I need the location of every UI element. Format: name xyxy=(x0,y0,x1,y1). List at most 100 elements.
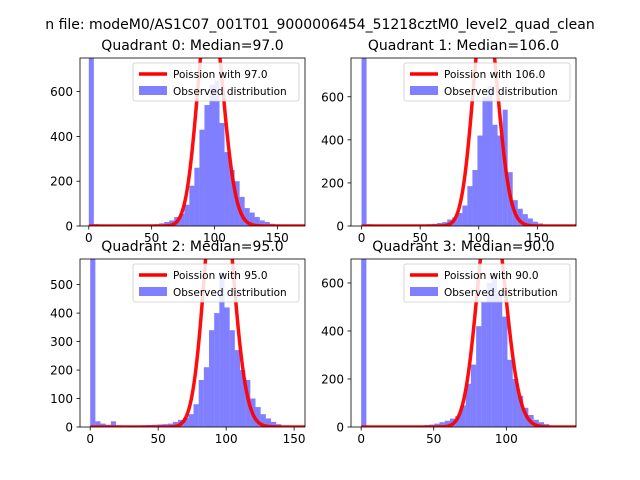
histogram-bar xyxy=(224,307,230,427)
legend: Poission with 90.0 Observed distribution xyxy=(403,263,571,303)
y-tick-label: 100 xyxy=(50,392,73,406)
histogram-bar xyxy=(95,421,101,427)
x-tick-label: 50 xyxy=(144,231,159,245)
histogram-bar xyxy=(179,213,185,226)
figure-suptitle: n file: modeM0/AS1C07_001T01_9000006454_… xyxy=(0,0,640,40)
x-tick-label: 100 xyxy=(495,432,518,446)
histogram-bar xyxy=(183,417,189,427)
legend-hist-label: Observed distribution xyxy=(173,287,287,299)
poisson-fit-line xyxy=(361,259,576,427)
histogram-bar xyxy=(361,259,367,427)
y-tick-label: 400 xyxy=(50,307,73,321)
axes-frame xyxy=(79,57,306,227)
quadrant-panel-2: 0 50 100 150 0 100 200 300 400 500 Poission with 9… xyxy=(50,239,306,446)
histogram-bar xyxy=(517,208,523,226)
y-tick-label: 600 xyxy=(321,90,344,104)
histogram-bar xyxy=(491,273,498,427)
histogram-bar xyxy=(465,383,471,427)
histogram-bar xyxy=(229,170,235,226)
histogram-bar xyxy=(264,221,270,226)
histogram-bar xyxy=(532,221,538,226)
axes-frame xyxy=(350,258,577,428)
histogram-bar xyxy=(497,135,503,226)
histogram-bar xyxy=(487,86,493,226)
histogram-bar xyxy=(224,152,230,226)
histogram-bar xyxy=(188,414,194,427)
histogram-bar xyxy=(444,420,450,427)
histogram-bar xyxy=(193,404,199,427)
x-tick-label: 100 xyxy=(215,432,238,446)
quadrant-panel-3: 0 50 100 0 200 400 600 Poission with 90.0 Observ… xyxy=(321,239,577,446)
x-tick-label: 150 xyxy=(283,432,306,446)
y-tick-label: 200 xyxy=(50,364,73,378)
panel-title: Quadrant 2: Median=95.0 xyxy=(101,239,283,255)
y-tick-label: 0 xyxy=(65,220,73,234)
histogram-bar xyxy=(482,96,488,226)
y-tick-label: 200 xyxy=(50,175,73,189)
histogram-bar xyxy=(517,395,524,427)
legend-hist-swatch xyxy=(139,287,167,296)
y-tick-label: 400 xyxy=(321,325,344,339)
legend-fit-label: Poission with 97.0 xyxy=(173,69,268,81)
x-tick-label: 0 xyxy=(85,231,93,245)
histogram-bar xyxy=(502,316,508,427)
y-tick-label: 600 xyxy=(50,85,73,99)
histogram-bar xyxy=(254,217,260,226)
histogram-bar xyxy=(255,407,261,427)
panel-title: Quadrant 1: Median=106.0 xyxy=(368,38,559,54)
histogram-bar xyxy=(470,364,477,427)
x-tick-label: 100 xyxy=(467,231,490,245)
legend-hist-swatch xyxy=(410,287,438,296)
histogram-bar xyxy=(214,80,220,226)
histogram-bar xyxy=(244,208,250,226)
histogram-bar xyxy=(522,214,528,226)
histogram-bar xyxy=(457,213,463,226)
histogram-bar xyxy=(476,326,482,427)
histogram-bar xyxy=(497,292,503,427)
histogram-bar xyxy=(265,418,272,427)
x-tick-label: 0 xyxy=(358,231,366,245)
histogram-bar xyxy=(492,124,498,226)
suptitle-text: n file: modeM0/AS1C07_001T01_9000006454_… xyxy=(45,17,594,33)
x-tick-label: 0 xyxy=(357,432,365,446)
histogram-bar xyxy=(234,350,241,427)
poisson-fit-line xyxy=(90,259,305,427)
histogram-bar xyxy=(219,122,225,226)
legend-box xyxy=(403,263,571,303)
histogram-bar xyxy=(214,313,220,427)
legend-box xyxy=(403,62,571,102)
legend-hist-swatch xyxy=(139,86,167,95)
x-tick-label: 50 xyxy=(151,432,166,446)
histogram-bar xyxy=(209,84,215,226)
histogram-bar xyxy=(271,421,277,427)
x-tick-label: 100 xyxy=(203,231,226,245)
histogram-bar xyxy=(199,129,205,226)
axes-frame xyxy=(79,258,306,428)
histogram-bar xyxy=(184,204,190,226)
histogram-bar xyxy=(219,271,225,427)
y-tick-label: 0 xyxy=(65,421,73,435)
y-tick-label: 0 xyxy=(336,220,344,234)
histogram-bar xyxy=(229,330,235,427)
histogram-bar xyxy=(439,422,445,427)
legend-fit-label: Poission with 90.0 xyxy=(444,270,539,282)
y-tick-label: 200 xyxy=(321,373,344,387)
histogram-bar xyxy=(512,379,518,427)
histogram-bar xyxy=(110,421,117,427)
histogram-bar xyxy=(194,167,200,226)
y-tick-label: 200 xyxy=(321,176,344,190)
x-tick-label: 150 xyxy=(266,231,289,245)
plot-area-3 xyxy=(361,259,576,427)
legend: Poission with 97.0 Observed distribution xyxy=(132,62,300,102)
x-tick-label: 50 xyxy=(426,432,441,446)
y-tick-label: 400 xyxy=(50,130,73,144)
histogram-bar xyxy=(240,370,246,427)
legend-hist-label: Observed distribution xyxy=(173,86,287,98)
y-tick-label: 500 xyxy=(50,278,73,292)
legend: Poission with 95.0 Observed distribution xyxy=(132,263,300,303)
histogram-bar xyxy=(259,220,265,226)
histogram-bar xyxy=(361,58,367,226)
histogram-bar xyxy=(209,330,215,427)
legend-fit-label: Poission with 106.0 xyxy=(444,69,545,81)
